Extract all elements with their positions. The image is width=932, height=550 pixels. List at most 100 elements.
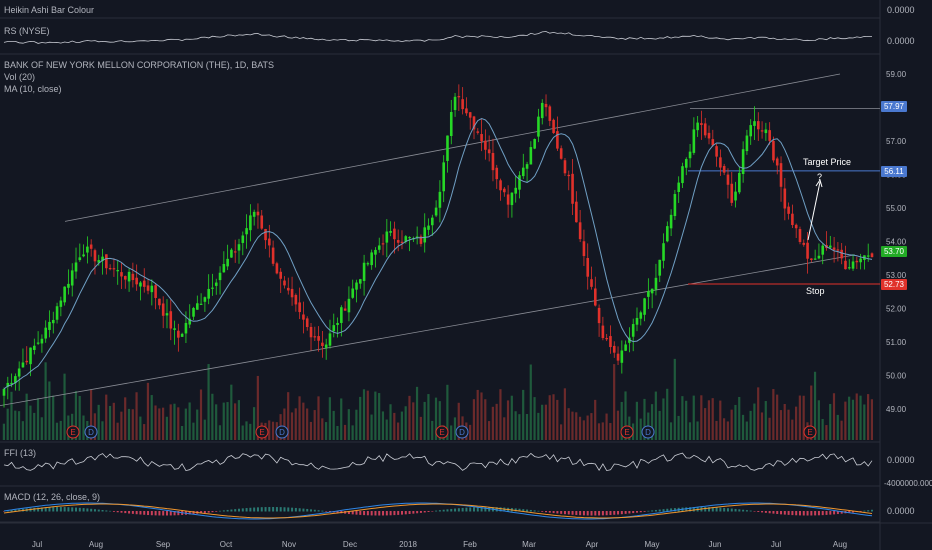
candle-body bbox=[196, 303, 199, 310]
volume-bar bbox=[199, 389, 203, 440]
candle-body bbox=[442, 162, 445, 192]
macd-histogram-bar bbox=[442, 509, 445, 512]
macd-histogram-bar bbox=[852, 511, 855, 513]
candle-body bbox=[268, 238, 271, 246]
macd-histogram-bar bbox=[234, 509, 237, 512]
volume-bar bbox=[55, 422, 59, 440]
volume-bar bbox=[662, 398, 665, 440]
volume-bar bbox=[510, 395, 513, 440]
candle-body bbox=[355, 282, 358, 290]
volume-bar bbox=[575, 412, 578, 440]
macd-histogram-bar bbox=[177, 511, 180, 516]
volume-bar bbox=[848, 396, 851, 440]
time-tick-label: Aug bbox=[89, 540, 103, 549]
candle-body bbox=[431, 217, 434, 226]
candle-body bbox=[552, 119, 555, 134]
volume-bar bbox=[779, 410, 783, 440]
macd-histogram-bar bbox=[82, 508, 85, 512]
volume-bar bbox=[17, 411, 21, 440]
macd-histogram-bar bbox=[207, 511, 210, 513]
macd-histogram-bar bbox=[351, 511, 354, 515]
volume-bar bbox=[635, 401, 638, 440]
moving-average-line bbox=[3, 117, 873, 390]
volume-bar bbox=[522, 389, 525, 440]
macd-histogram-bar bbox=[863, 510, 866, 512]
candle-body bbox=[525, 164, 529, 169]
candle-body bbox=[6, 382, 10, 387]
candle-body bbox=[51, 319, 55, 324]
macd-histogram-bar bbox=[44, 507, 47, 512]
fpi-label: FFI (13) bbox=[4, 448, 37, 458]
macd-histogram-bar bbox=[787, 511, 790, 515]
macd-histogram-bar bbox=[378, 511, 381, 516]
macd-histogram-bar bbox=[200, 511, 203, 514]
macd-histogram-bar bbox=[586, 511, 589, 516]
macd-histogram-bar bbox=[150, 511, 153, 516]
volume-bar bbox=[764, 401, 767, 440]
macd-histogram-bar bbox=[359, 511, 362, 515]
candle-body bbox=[783, 188, 787, 209]
volume-bar bbox=[336, 425, 339, 440]
macd-histogram-bar bbox=[639, 511, 642, 513]
macd-histogram-bar bbox=[810, 511, 813, 516]
target-arrow-head bbox=[815, 178, 823, 188]
volume-bar bbox=[116, 422, 119, 440]
volume-bar bbox=[78, 395, 81, 440]
macd-histogram-bar bbox=[734, 508, 737, 512]
candle-body bbox=[321, 342, 324, 347]
volume-bar bbox=[203, 419, 206, 440]
time-tick-label: Feb bbox=[463, 540, 477, 549]
stop-label: Stop bbox=[806, 286, 825, 296]
macd-histogram-bar bbox=[154, 511, 157, 516]
candle-body bbox=[393, 228, 396, 240]
volume-bar bbox=[313, 410, 316, 440]
macd-histogram-bar bbox=[408, 511, 411, 515]
macd-histogram-bar bbox=[791, 511, 794, 516]
volume-bar bbox=[218, 425, 222, 440]
candle-body bbox=[859, 258, 862, 263]
candle-body bbox=[487, 149, 491, 154]
volume-bar bbox=[347, 409, 350, 440]
candle-body bbox=[866, 255, 870, 257]
candle-body bbox=[734, 191, 737, 201]
ma-label: MA (10, close) bbox=[4, 84, 62, 94]
macd-histogram-bar bbox=[245, 508, 248, 512]
event-marker-label: E bbox=[624, 428, 629, 437]
volume-bar bbox=[495, 403, 498, 440]
candle-body bbox=[275, 263, 279, 274]
macd-histogram-bar bbox=[67, 507, 70, 512]
time-tick-label: 2018 bbox=[399, 540, 417, 549]
macd-histogram-bar bbox=[260, 507, 263, 512]
macd-histogram-bar bbox=[162, 511, 165, 516]
macd-histogram-bar bbox=[370, 511, 373, 516]
macd-histogram-bar bbox=[795, 511, 798, 516]
volume-bar bbox=[624, 391, 627, 440]
time-tick-label: Apr bbox=[586, 540, 599, 549]
macd-histogram-bar bbox=[598, 511, 601, 516]
candle-body bbox=[719, 157, 722, 168]
volume-bar bbox=[112, 402, 115, 440]
candle-body bbox=[89, 244, 93, 249]
macd-histogram-bar bbox=[313, 509, 316, 512]
volume-bar bbox=[491, 406, 494, 440]
candle-body bbox=[192, 307, 195, 317]
candle-body bbox=[340, 307, 343, 323]
volume-bar bbox=[525, 414, 529, 440]
macd-histogram-bar bbox=[75, 507, 78, 512]
candle-body bbox=[563, 160, 567, 174]
candle-body bbox=[514, 187, 518, 194]
candle-body bbox=[241, 235, 245, 243]
volume-bar bbox=[362, 389, 366, 440]
macd-histogram-bar bbox=[670, 508, 673, 512]
macd-histogram-bar bbox=[423, 511, 426, 513]
candle-body bbox=[844, 260, 847, 270]
macd-histogram-bar bbox=[238, 508, 241, 512]
macd-histogram-bar bbox=[120, 511, 123, 513]
candle-body bbox=[643, 298, 646, 315]
macd-histogram-bar bbox=[806, 511, 809, 516]
macd-histogram-bar bbox=[514, 508, 517, 512]
candle-body bbox=[794, 224, 798, 229]
volume-bar bbox=[393, 412, 396, 440]
target-question-mark: ? bbox=[817, 172, 823, 182]
